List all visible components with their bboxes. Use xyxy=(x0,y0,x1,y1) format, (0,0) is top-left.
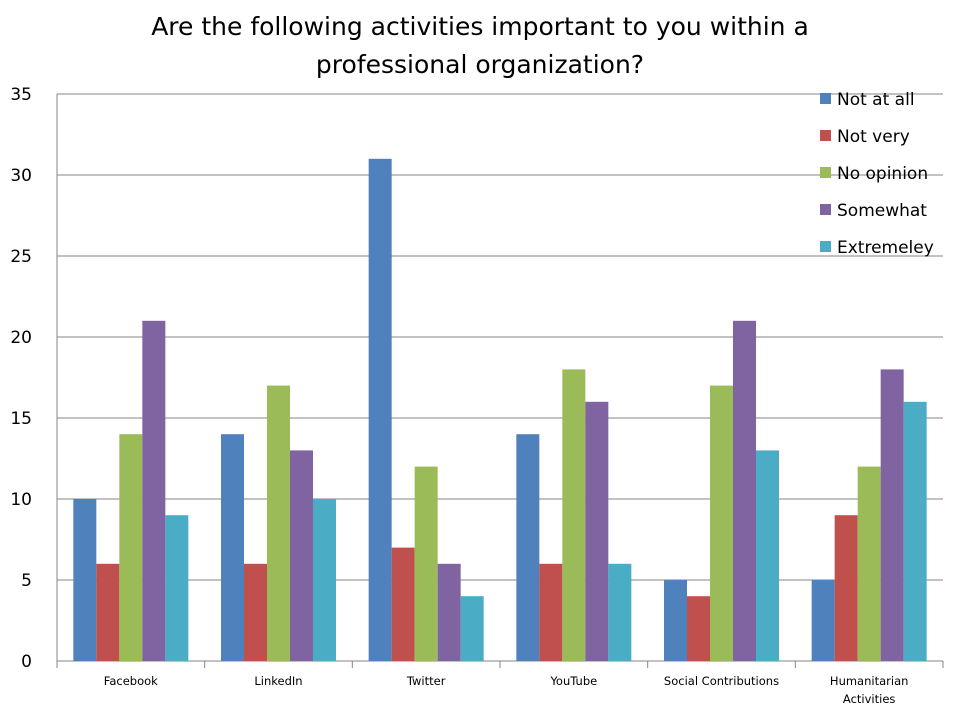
bar-not-very xyxy=(96,563,120,661)
y-tick-label: 30 xyxy=(10,166,32,186)
legend-label: Not at all xyxy=(837,90,915,110)
legend-label: No opinion xyxy=(837,164,928,184)
bar-somewhat xyxy=(142,320,166,661)
bar-not-very xyxy=(539,563,563,661)
bar-somewhat xyxy=(733,320,756,661)
x-category-label: YouTube xyxy=(549,674,597,688)
y-tick-label: 15 xyxy=(10,409,32,429)
bar-somewhat xyxy=(880,369,904,661)
bar-not-at-all xyxy=(811,580,835,661)
legend-label: Somewhat xyxy=(837,201,927,221)
y-tick-label: 35 xyxy=(10,85,32,105)
axes xyxy=(56,94,944,668)
bar-not-at-all xyxy=(368,158,392,662)
bar-not-very xyxy=(834,515,858,661)
bar-somewhat xyxy=(290,450,313,661)
legend-swatch xyxy=(820,130,831,141)
legend-swatch xyxy=(820,167,831,178)
bar-extremeley xyxy=(313,499,336,661)
x-category-label: Humanitarian xyxy=(830,674,908,688)
bar-not-very xyxy=(391,547,415,661)
x-category-label: Activities xyxy=(843,692,895,706)
legend: Not at all Not very No opinion Somewhat Extr… xyxy=(820,90,934,258)
bar-not-at-all xyxy=(516,434,540,661)
y-tick-label: 10 xyxy=(10,490,32,510)
legend-label: Not very xyxy=(837,127,910,147)
x-category-label: Social Contributions xyxy=(664,674,779,688)
y-axis-tick-labels: 0 5 10 15 20 25 30 35 xyxy=(10,85,32,672)
x-category-label: Facebook xyxy=(104,674,158,688)
y-tick-label: 0 xyxy=(21,652,32,672)
chart-title: Are the following activities important t… xyxy=(151,12,809,79)
x-category-label: Twitter xyxy=(406,674,446,688)
y-tick-label: 5 xyxy=(21,571,32,591)
bar-extremeley xyxy=(165,515,189,661)
bar-not-very xyxy=(687,596,710,661)
legend-swatch xyxy=(820,204,831,215)
bar-extremeley xyxy=(460,596,484,661)
gridlines xyxy=(57,93,943,581)
x-axis-category-labels: Facebook LinkedIn Twitter YouTube Social Con… xyxy=(104,674,909,706)
bar-extremeley xyxy=(756,450,779,661)
bar-not-at-all xyxy=(73,499,97,661)
y-tick-label: 25 xyxy=(10,247,32,267)
bar-no-opinion xyxy=(710,385,733,661)
bar-extremeley xyxy=(608,563,632,661)
bar-extremeley xyxy=(903,401,927,661)
legend-swatch xyxy=(820,93,831,104)
bar-no-opinion xyxy=(857,466,881,661)
bar-somewhat xyxy=(437,563,461,661)
legend-label: Extremeley xyxy=(837,238,934,258)
bar-somewhat xyxy=(585,401,609,661)
bar-no-opinion xyxy=(414,466,438,661)
bar-not-at-all xyxy=(221,434,244,661)
bar-no-opinion xyxy=(119,434,143,661)
legend-swatch xyxy=(820,241,831,252)
y-tick-label: 20 xyxy=(10,328,32,348)
bar-no-opinion xyxy=(267,385,290,661)
x-category-label: LinkedIn xyxy=(254,674,302,688)
bar-not-at-all xyxy=(664,580,687,661)
bar-not-very xyxy=(244,563,267,661)
bars xyxy=(73,158,927,662)
bar-no-opinion xyxy=(562,369,586,661)
